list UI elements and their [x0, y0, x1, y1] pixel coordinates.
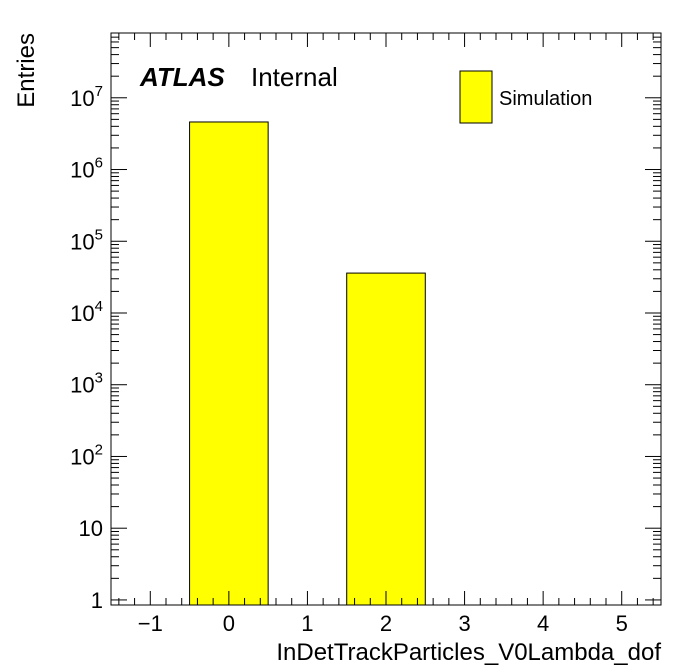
y-tick-label: 107 [70, 83, 103, 111]
legend-swatch-simulation [459, 70, 493, 124]
bars-layer [189, 121, 426, 606]
histogram-bar [346, 272, 426, 606]
x-tick-label: 1 [301, 611, 313, 636]
x-tick-label: 5 [616, 611, 628, 636]
y-tick-label: 10 [79, 516, 103, 541]
plot-frame [110, 32, 662, 606]
x-tick-label: 2 [380, 611, 392, 636]
y-tick-label: 104 [70, 298, 103, 326]
x-axis-title: InDetTrackParticles_V0Lambda_dof [276, 639, 661, 666]
histogram-bar [189, 121, 269, 606]
labels-layer: −1 0 1 2 3 4 5 1 10 102 103 104 105 106 107 [70, 83, 628, 636]
y-tick-label: 102 [70, 441, 103, 469]
x-tick-label: −1 [138, 611, 163, 636]
x-tick-label: 4 [537, 611, 549, 636]
legend-label-simulation: Simulation [499, 88, 592, 110]
y-tick-label: 1 [91, 588, 103, 613]
y-tick-label: 103 [70, 370, 103, 398]
ticks-layer [111, 32, 661, 605]
y-tick-label: 105 [70, 226, 103, 254]
x-tick-label: 0 [223, 611, 235, 636]
x-tick-label: 3 [458, 611, 470, 636]
y-axis-title: Entries [13, 33, 40, 108]
atlas-status-label: Internal [251, 62, 338, 92]
y-tick-label: 106 [70, 155, 103, 183]
atlas-label: ATLAS [139, 62, 225, 92]
